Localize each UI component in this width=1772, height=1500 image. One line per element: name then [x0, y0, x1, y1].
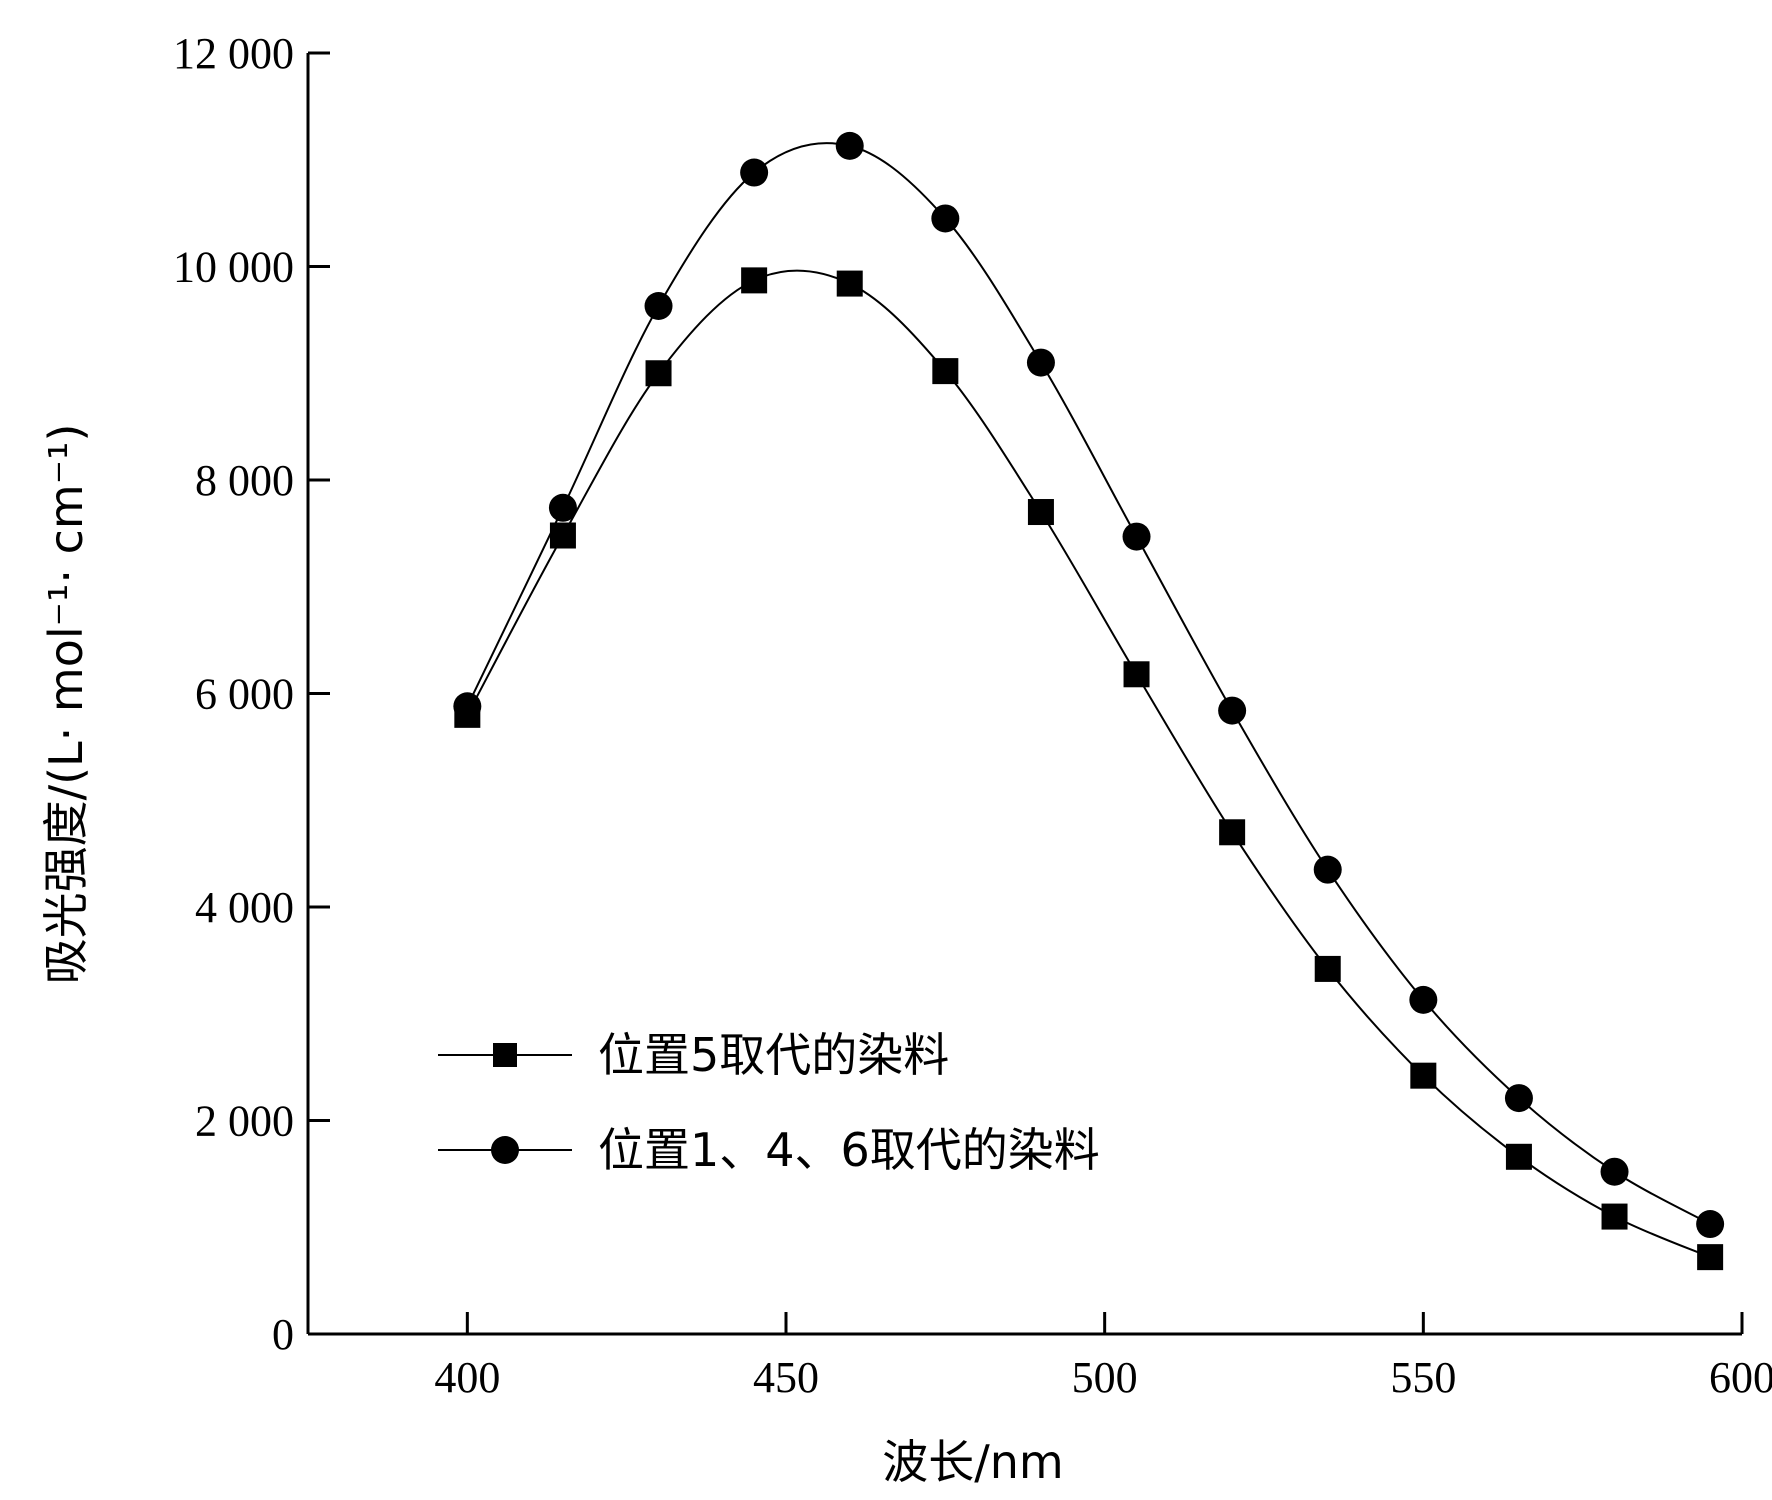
x-tick-label: 600: [1709, 1353, 1772, 1402]
y-ticks: 0 2 000 4 000 6 000 8 000 10 000 12 000: [173, 29, 330, 1359]
y-tick-label: 4 000: [195, 883, 294, 932]
circle-point: [1218, 696, 1247, 725]
circle-point: [1313, 855, 1342, 884]
x-tick-label: 550: [1390, 1353, 1456, 1402]
y-axis-title: 吸光强度/(L· mol⁻¹· cm⁻¹): [39, 424, 93, 985]
square-point: [932, 358, 959, 385]
x-tick-label: 450: [753, 1353, 819, 1402]
y-tick-label: 6 000: [195, 670, 294, 719]
square-point: [1027, 499, 1054, 526]
y-tick-label: 10 000: [173, 243, 294, 292]
legend-label: 位置5取代的染料: [598, 1028, 949, 1082]
y-tick-label: 2 000: [195, 1097, 294, 1146]
circle-point: [1696, 1210, 1725, 1239]
square-point: [1505, 1143, 1532, 1170]
square-point: [645, 360, 672, 387]
legend-square-marker: [493, 1043, 517, 1067]
y-tick-label: 8 000: [195, 456, 294, 505]
legend-label: 位置1、4、6取代的染料: [598, 1123, 1100, 1177]
square-point: [1697, 1244, 1724, 1271]
circle-point: [644, 291, 673, 320]
x-ticks: 400 450 500 550 600: [434, 1312, 1772, 1402]
circle-point: [835, 131, 864, 160]
circle-point: [1026, 348, 1055, 377]
circle-point: [1409, 985, 1438, 1014]
y-tick-label: 12 000: [173, 29, 294, 78]
square-point: [1314, 955, 1341, 982]
square-point: [1601, 1203, 1628, 1230]
circle-point: [453, 692, 482, 721]
square-point: [1410, 1062, 1437, 1089]
series-2: [453, 131, 1725, 1239]
circle-point: [548, 493, 577, 522]
x-tick-label: 500: [1072, 1353, 1138, 1402]
circle-point: [1600, 1157, 1629, 1186]
square-point: [836, 270, 863, 297]
circle-point: [931, 204, 960, 233]
legend-item: 位置1、4、6取代的染料: [438, 1123, 1100, 1177]
y-tick-label: 0: [272, 1310, 294, 1359]
square-point: [741, 267, 768, 294]
circle-point: [1504, 1084, 1533, 1113]
square-point: [1123, 661, 1150, 688]
square-point: [1219, 819, 1246, 846]
legend-item: 位置5取代的染料: [438, 1028, 949, 1082]
circle-point: [1122, 522, 1151, 551]
x-tick-label: 400: [434, 1353, 500, 1402]
legend-circle-marker: [491, 1136, 519, 1164]
circle-point: [740, 158, 769, 187]
series-1: [454, 267, 1724, 1271]
x-axis-title: 波长/nm: [882, 1435, 1063, 1489]
series-group: [453, 131, 1725, 1271]
